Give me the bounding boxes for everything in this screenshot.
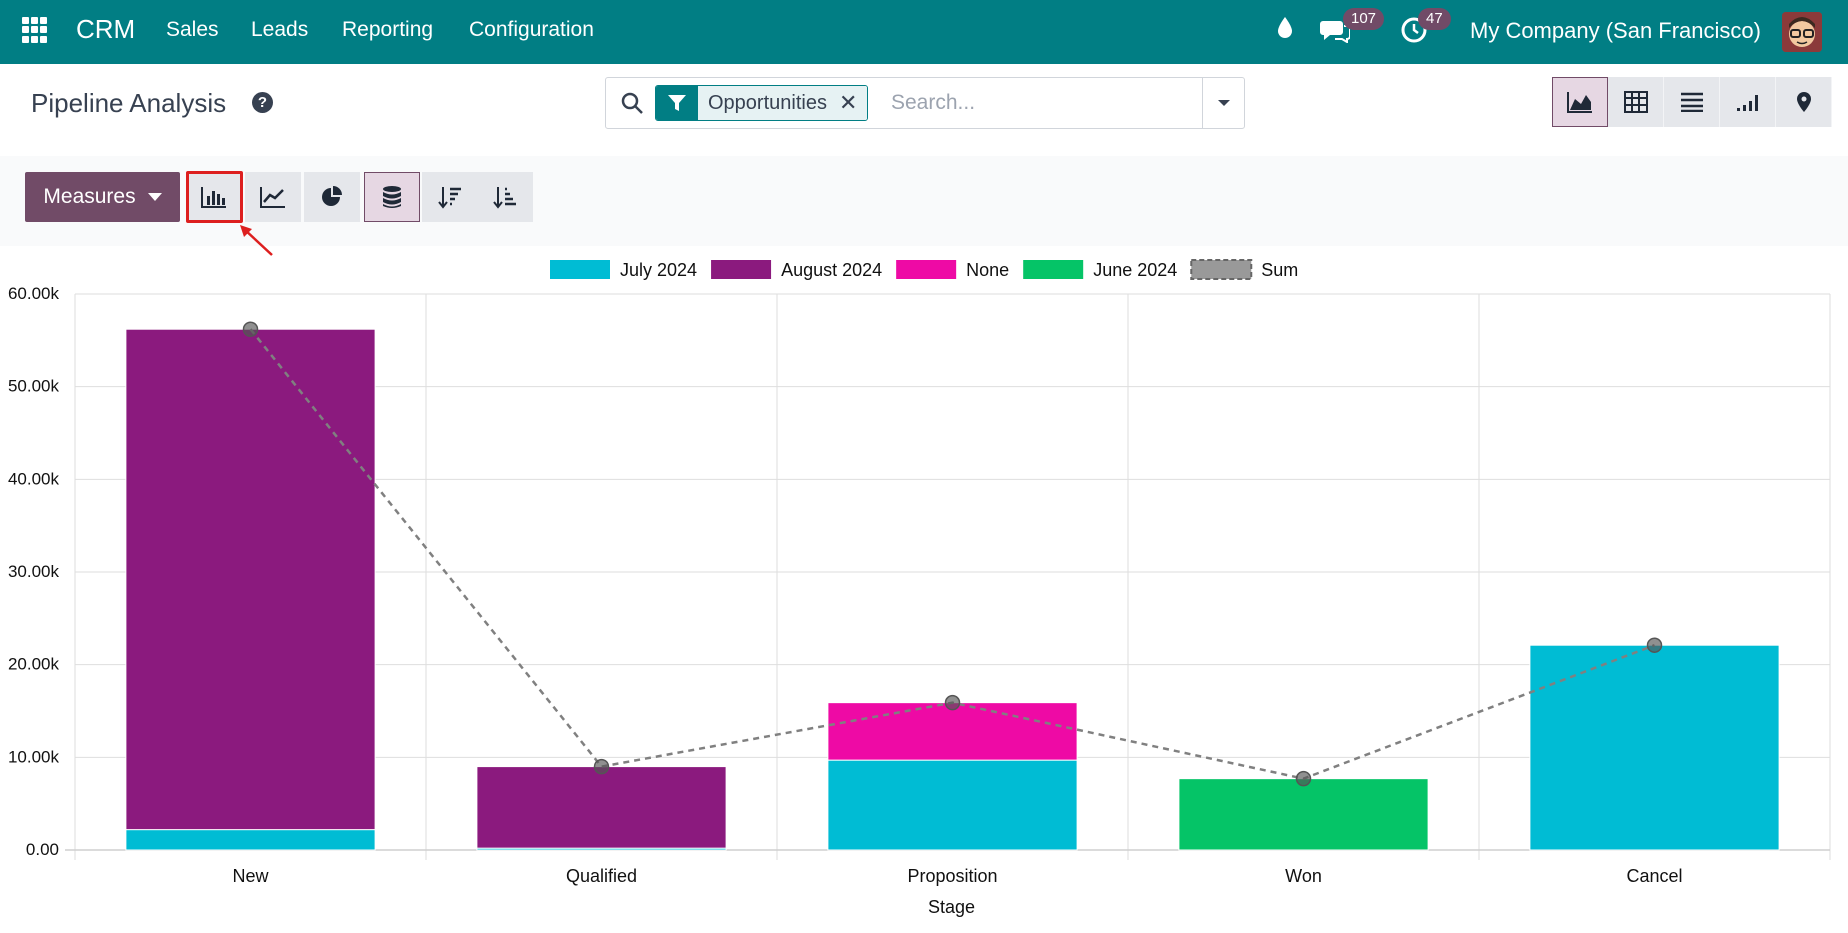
sum-point	[1646, 637, 1663, 653]
legend-label: June 2024	[1093, 260, 1177, 280]
search-input[interactable]	[889, 88, 1193, 118]
legend-swatch	[1190, 259, 1253, 280]
search-icon[interactable]	[620, 91, 644, 120]
pie-chart-button[interactable]	[304, 172, 360, 222]
legend-label: July 2024	[620, 260, 697, 280]
page-title: Pipeline Analysis	[31, 88, 227, 118]
filter-facet: Opportunities ✕	[655, 85, 869, 121]
sort-descending-icon	[438, 187, 461, 209]
bar-chart-icon	[201, 187, 226, 208]
map-marker-icon	[1796, 92, 1811, 112]
bar-segment	[827, 702, 1078, 761]
list-view-button[interactable]	[1664, 77, 1720, 127]
company-switcher[interactable]: My Company (San Francisco)	[1470, 18, 1761, 43]
apps-grid-icon[interactable]	[22, 17, 48, 43]
menu-reporting[interactable]: Reporting	[342, 18, 434, 41]
activities-badge: 47	[1418, 8, 1451, 30]
pie-chart-icon	[322, 186, 342, 206]
facet-label: Opportunities	[708, 92, 827, 114]
clock-icon[interactable]	[1400, 16, 1428, 49]
x-tick-label: Won	[1285, 866, 1322, 886]
messages-badge: 107	[1343, 8, 1385, 30]
list-icon	[1680, 92, 1703, 112]
search-bar[interactable]: Opportunities ✕	[605, 77, 1245, 129]
pipeline-chart: 0.00 10.00k 20.00k 30.00k 40.00k 50.00k 60.00k…	[8, 259, 1831, 917]
annotation-arrow	[240, 225, 273, 256]
bar-segment	[125, 328, 376, 831]
x-tick-label: New	[232, 866, 269, 886]
legend-swatch	[1023, 260, 1084, 279]
sum-point	[1295, 770, 1312, 787]
highlight-box	[186, 171, 243, 223]
cohort-view-button[interactable]	[1720, 77, 1776, 127]
menu-configuration[interactable]: Configuration	[469, 18, 594, 41]
database-icon	[383, 186, 401, 208]
sum-point	[944, 694, 961, 711]
measures-button[interactable]: Measures	[25, 172, 180, 222]
x-axis-title: Stage	[928, 897, 975, 917]
sort-ascending-button[interactable]	[477, 172, 533, 222]
legend-label: None	[966, 260, 1009, 280]
sort-ascending-icon	[493, 187, 516, 209]
legend-label: August 2024	[781, 260, 882, 280]
legend-swatch	[711, 260, 772, 279]
x-tick-label: Cancel	[1626, 866, 1682, 886]
x-tick-label: Qualified	[566, 866, 637, 886]
bar-chart-button[interactable]	[186, 172, 242, 222]
sum-point	[242, 321, 259, 337]
view-switcher	[1552, 77, 1832, 127]
close-icon[interactable]: ✕	[838, 90, 858, 115]
y-tick-label: 50.00k	[8, 377, 60, 396]
line-chart-icon	[260, 187, 285, 208]
bar-segment	[1178, 778, 1429, 851]
filter-icon	[656, 86, 698, 120]
search-options-toggle[interactable]	[1202, 78, 1245, 128]
graph-view-button[interactable]	[1552, 77, 1608, 127]
bar-segment	[476, 766, 727, 849]
table-icon	[1623, 91, 1648, 113]
menu-leads[interactable]: Leads	[251, 18, 309, 41]
help-icon[interactable]: ?	[252, 92, 273, 113]
sum-point	[593, 758, 610, 775]
line-chart-button[interactable]	[245, 172, 301, 222]
y-tick-label: 20.00k	[8, 655, 60, 674]
avatar[interactable]	[1782, 12, 1822, 52]
sort-descending-button[interactable]	[422, 172, 478, 222]
pivot-view-button[interactable]	[1608, 77, 1664, 127]
legend-swatch	[896, 260, 957, 279]
measures-label: Measures	[43, 185, 136, 208]
caret-down-icon	[147, 193, 162, 201]
bar-segment	[827, 759, 1078, 851]
navbar: CRM Sales Leads Reporting Configuration …	[0, 0, 1848, 64]
cohort-icon	[1736, 95, 1758, 111]
x-tick-label: Proposition	[907, 866, 997, 886]
y-tick-label: 0.00	[26, 840, 59, 859]
legend-swatch	[550, 260, 610, 279]
y-tick-label: 60.00k	[8, 284, 60, 303]
bar-segment	[1529, 644, 1780, 851]
area-chart-icon	[1567, 92, 1592, 113]
map-view-button[interactable]	[1776, 77, 1832, 127]
legend-label: Sum	[1261, 260, 1298, 280]
app-name[interactable]: CRM	[76, 14, 136, 44]
bar-segment	[125, 829, 376, 851]
stacked-button[interactable]	[364, 172, 420, 222]
menu-sales[interactable]: Sales	[166, 18, 219, 41]
y-tick-label: 30.00k	[8, 562, 60, 581]
chevron-down-icon	[1218, 100, 1230, 106]
chart-area: 0.00 10.00k 20.00k 30.00k 40.00k 50.00k 60.00k…	[0, 246, 1848, 928]
drop-icon[interactable]	[1276, 16, 1294, 45]
y-tick-label: 40.00k	[8, 469, 60, 488]
y-tick-label: 10.00k	[8, 747, 60, 766]
